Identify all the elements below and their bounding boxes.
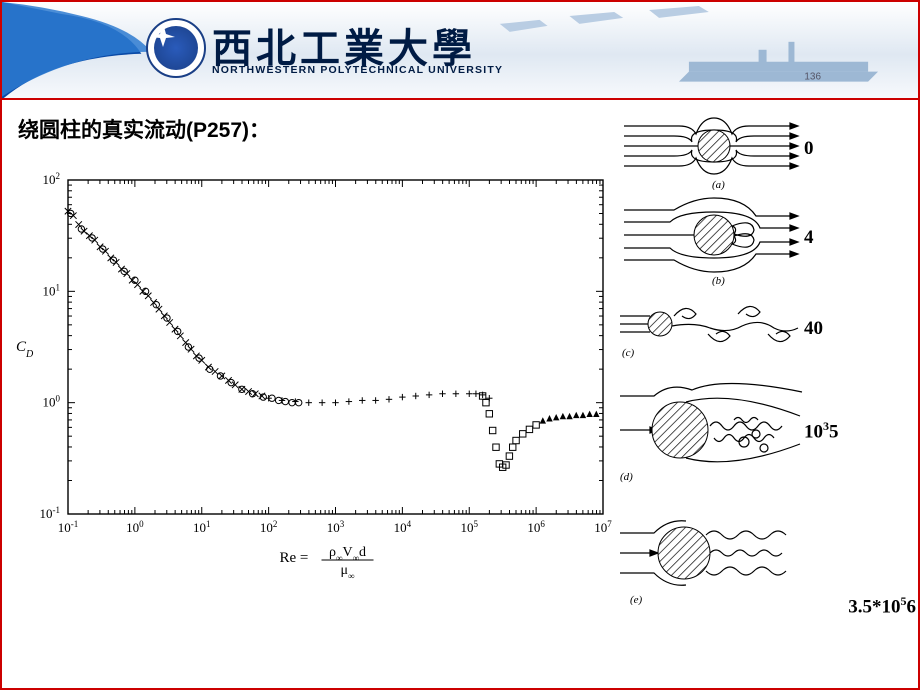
- svg-text:(d): (d): [620, 471, 633, 483]
- svg-text:Re =: Re =: [280, 550, 309, 566]
- svg-text:(e): (e): [630, 594, 643, 605]
- university-logo: [146, 18, 206, 78]
- svg-text:102: 102: [43, 171, 61, 187]
- svg-text:102: 102: [260, 519, 278, 535]
- svg-text:101: 101: [193, 519, 211, 535]
- svg-text:100: 100: [43, 394, 61, 410]
- flow-diagram-c: (c): [614, 286, 804, 372]
- svg-text:101: 101: [43, 282, 61, 298]
- svg-text:(b): (b): [712, 275, 725, 286]
- regime-label-c: 40: [804, 318, 823, 340]
- airplane-icon: [154, 26, 198, 70]
- svg-text:(a): (a): [712, 179, 725, 190]
- regime-label-a: 0: [804, 138, 814, 160]
- regime-label-e: 3.5*1056: [848, 594, 916, 618]
- svg-text:105: 105: [461, 519, 479, 535]
- svg-text:107: 107: [594, 519, 612, 535]
- svg-text:104: 104: [394, 519, 412, 535]
- svg-text:10-1: 10-1: [40, 505, 61, 521]
- university-name-en: NORTHWESTERN POLYTECHNICAL UNIVERSITY: [212, 64, 503, 76]
- flow-regime-column: (a) 0 (b) 4: [614, 108, 914, 620]
- svg-text:10-1: 10-1: [58, 519, 79, 535]
- page-title: 绕圆柱的真实流动(P257)：: [18, 114, 270, 144]
- regime-a: (a) 0: [614, 108, 914, 190]
- drag-coefficient-chart: 10-1 100 101 102 103 104 105 106 107 10-1 100 101 10…: [8, 170, 618, 580]
- svg-text:100: 100: [126, 519, 144, 535]
- svg-text:(c): (c): [622, 347, 635, 359]
- svg-text:CD: CD: [16, 339, 34, 360]
- svg-text:103: 103: [327, 519, 345, 535]
- regime-e: (e) 3.5*1056: [614, 490, 914, 620]
- svg-text:μ∞: μ∞: [341, 563, 355, 580]
- svg-text:136: 136: [804, 72, 821, 83]
- flow-diagram-e: (e): [614, 505, 804, 605]
- regime-b: (b) 4: [614, 190, 914, 286]
- svg-text:106: 106: [527, 519, 545, 535]
- flow-diagram-b: (b): [614, 190, 804, 286]
- flow-diagram-a: (a): [614, 108, 804, 190]
- regime-label-d: 1035: [804, 419, 839, 443]
- flow-diagram-d: (d): [614, 372, 804, 490]
- regime-label-b: 4: [804, 227, 814, 249]
- header-banner: 136 西北工業大學 NORTHWESTERN POLYTECHNICAL UN…: [2, 2, 918, 100]
- regime-d: (d) 1035: [614, 372, 914, 490]
- regime-c: (c) 40: [614, 286, 914, 372]
